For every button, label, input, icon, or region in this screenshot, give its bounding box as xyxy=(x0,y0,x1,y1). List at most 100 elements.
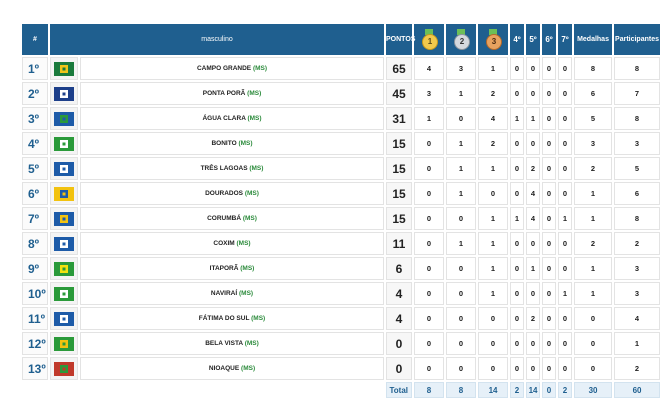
p5-cell: 0 xyxy=(526,282,541,305)
state-code: (MS) xyxy=(241,365,256,372)
silver-cell: 1 xyxy=(446,82,477,105)
total-7th: 2 xyxy=(558,382,573,398)
p7-cell: 1 xyxy=(558,207,573,230)
p4-cell: 1 xyxy=(510,107,525,130)
silver-medal-icon: 2 xyxy=(453,29,471,50)
city-cell: PONTA PORÃ (MS) xyxy=(80,82,385,105)
bronze-cell: 1 xyxy=(478,57,509,80)
campo-grande-flag-icon xyxy=(54,61,74,76)
participants-cell: 5 xyxy=(614,157,660,180)
gold-cell: 0 xyxy=(414,182,445,205)
p5-cell: 1 xyxy=(526,107,541,130)
bronze-cell: 2 xyxy=(478,132,509,155)
silver-cell: 1 xyxy=(446,132,477,155)
p4-cell: 0 xyxy=(510,357,525,380)
points-cell: 31 xyxy=(386,107,413,130)
silver-cell: 0 xyxy=(446,307,477,330)
rank-cell: 2º xyxy=(22,82,48,105)
state-code: (MS) xyxy=(244,190,259,197)
p7-cell: 0 xyxy=(558,157,573,180)
state-code: (MS) xyxy=(236,240,251,247)
total-silver: 8 xyxy=(446,382,477,398)
p5-cell: 2 xyxy=(526,157,541,180)
silver-cell: 0 xyxy=(446,332,477,355)
silver-cell: 1 xyxy=(446,182,477,205)
medals-cell: 0 xyxy=(574,357,613,380)
medals-cell: 2 xyxy=(574,157,613,180)
col-category: masculino xyxy=(50,24,385,55)
p6-cell: 0 xyxy=(542,132,557,155)
city-name: ITAPORÃ xyxy=(209,265,239,272)
table-row: 4º BONITO (MS) 15 0 1 2 0 0 0 0 3 3 xyxy=(22,132,660,155)
table-row: 11º FÁTIMA DO SUL (MS) 4 0 0 0 0 2 0 0 0 4 xyxy=(22,307,660,330)
coxim-flag-icon xyxy=(54,236,74,251)
participants-cell: 2 xyxy=(614,357,660,380)
city-name: PONTA PORÃ xyxy=(202,90,246,97)
p4-cell: 0 xyxy=(510,132,525,155)
participants-cell: 2 xyxy=(614,232,660,255)
medals-cell: 5 xyxy=(574,107,613,130)
itapora-flag-icon xyxy=(54,261,74,276)
p4-cell: 0 xyxy=(510,257,525,280)
flag-cell xyxy=(50,357,78,380)
participants-cell: 1 xyxy=(614,332,660,355)
points-cell: 15 xyxy=(386,182,413,205)
p5-cell: 0 xyxy=(526,232,541,255)
p7-cell: 0 xyxy=(558,307,573,330)
p6-cell: 0 xyxy=(542,307,557,330)
gold-cell: 4 xyxy=(414,57,445,80)
p4-cell: 0 xyxy=(510,232,525,255)
p4-cell: 0 xyxy=(510,332,525,355)
city-cell: ITAPORÃ (MS) xyxy=(80,257,385,280)
p7-cell: 1 xyxy=(558,282,573,305)
silver-cell: 1 xyxy=(446,157,477,180)
points-cell: 4 xyxy=(386,307,413,330)
bronze-cell: 0 xyxy=(478,357,509,380)
col-gold: 1 xyxy=(414,24,445,55)
city-name: FÁTIMA DO SUL xyxy=(198,315,250,322)
medal-standings: # masculino PONTOS 1 2 3 4º 5º 6º 7º Med… xyxy=(20,22,660,400)
participants-cell: 8 xyxy=(614,57,660,80)
p6-cell: 0 xyxy=(542,157,557,180)
p5-cell: 4 xyxy=(526,182,541,205)
bronze-cell: 0 xyxy=(478,307,509,330)
flag-cell xyxy=(50,132,78,155)
dourados-flag-icon xyxy=(54,186,74,201)
total-row: Total 8 8 14 2 14 0 2 30 60 xyxy=(22,382,660,398)
p6-cell: 0 xyxy=(542,332,557,355)
state-code: (MS) xyxy=(252,65,268,72)
state-code: (MS) xyxy=(249,165,264,172)
bronze-cell: 1 xyxy=(478,157,509,180)
rank-cell: 7º xyxy=(22,207,48,230)
bronze-medal-icon: 3 xyxy=(485,29,503,50)
rank-cell: 3º xyxy=(22,107,48,130)
rank-cell: 6º xyxy=(22,182,48,205)
table-row: 9º ITAPORÃ (MS) 6 0 0 1 0 1 0 0 1 3 xyxy=(22,257,660,280)
flag-cell xyxy=(50,332,78,355)
p6-cell: 0 xyxy=(542,57,557,80)
rank-cell: 12º xyxy=(22,332,48,355)
table-row: 2º PONTA PORÃ (MS) 45 3 1 2 0 0 0 0 6 7 xyxy=(22,82,660,105)
medals-cell: 0 xyxy=(574,307,613,330)
medals-cell: 1 xyxy=(574,257,613,280)
col-bronze: 3 xyxy=(478,24,509,55)
rank-cell: 8º xyxy=(22,232,48,255)
p5-cell: 0 xyxy=(526,82,541,105)
p5-cell: 0 xyxy=(526,57,541,80)
col-5th: 5º xyxy=(526,24,541,55)
total-5th: 14 xyxy=(526,382,541,398)
gold-cell: 0 xyxy=(414,232,445,255)
bronze-cell: 0 xyxy=(478,182,509,205)
city-name: CAMPO GRANDE xyxy=(196,65,252,72)
p4-cell: 0 xyxy=(510,57,525,80)
p7-cell: 0 xyxy=(558,357,573,380)
city-name: CORUMBÁ xyxy=(207,215,242,222)
medals-cell: 2 xyxy=(574,232,613,255)
medals-cell: 6 xyxy=(574,82,613,105)
rank-cell: 5º xyxy=(22,157,48,180)
p7-cell: 0 xyxy=(558,82,573,105)
rank-cell: 11º xyxy=(22,307,48,330)
p6-cell: 0 xyxy=(542,107,557,130)
table-row: 3º ÁGUA CLARA (MS) 31 1 0 4 1 1 0 0 5 8 xyxy=(22,107,660,130)
col-6th: 6º xyxy=(542,24,557,55)
